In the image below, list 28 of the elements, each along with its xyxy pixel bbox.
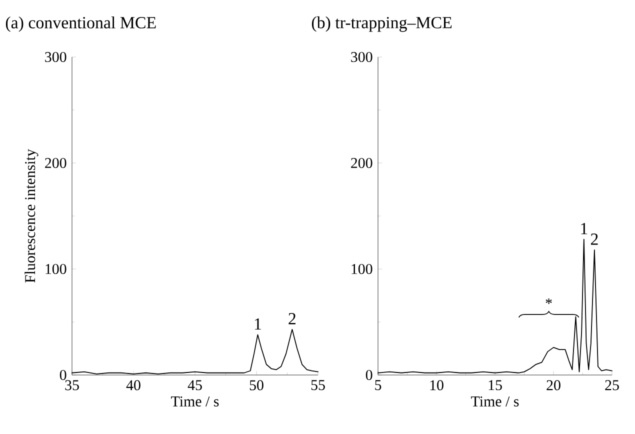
chart-title: (a) conventional MCE: [6, 16, 156, 32]
x-tick-label: 10: [430, 380, 444, 390]
x-tick-label: 25: [605, 380, 619, 390]
annotation: 2: [288, 313, 296, 324]
y-tick-label: 100: [46, 264, 66, 274]
x-axis-title: Time / s: [471, 396, 519, 406]
x-axis-title: Time / s: [171, 396, 219, 406]
y-tick-label: 100: [352, 264, 372, 274]
x-tick-label: 15: [488, 380, 502, 390]
x-tick-label: 20: [546, 380, 560, 390]
annotation: *: [546, 298, 552, 304]
chart-title: (b) tr-trapping–MCE: [312, 16, 452, 32]
y-tick-label: 0: [366, 370, 372, 380]
x-tick-label: 50: [250, 380, 264, 390]
y-tick-label: 0: [60, 370, 66, 380]
y-tick-label: 300: [351, 52, 372, 62]
annotation: 1: [254, 318, 261, 330]
y-tick-label: 200: [45, 158, 66, 168]
x-tick-label: 55: [311, 380, 325, 390]
y-tick-label: 200: [351, 158, 372, 168]
x-tick-label: 5: [375, 380, 382, 390]
x-tick-label: 35: [65, 380, 79, 390]
y-axis-title: Fluorescence intensity: [24, 149, 38, 283]
annotation: 2: [590, 234, 598, 245]
x-tick-label: 45: [188, 380, 202, 390]
annotation: 1: [581, 222, 588, 234]
x-tick-label: 40: [126, 380, 140, 390]
y-tick-label: 300: [45, 52, 66, 62]
